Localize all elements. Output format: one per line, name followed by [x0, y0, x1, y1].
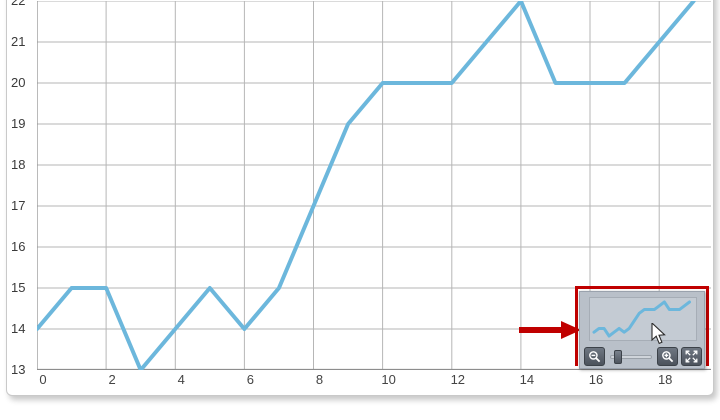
axis-lines [37, 1, 711, 370]
x-axis-tick-label: 10 [381, 372, 396, 387]
y-axis-tick-label: 16 [11, 239, 26, 254]
y-axis-tick-labels: 22 21 20 19 18 17 16 15 14 13 [7, 0, 37, 387]
chart-card: 22 21 20 19 18 17 16 15 14 13 0 2 4 6 8 10 12 14 16 18 [6, 0, 714, 396]
y-axis-tick-label: 13 [11, 362, 26, 377]
grid-lines [37, 1, 711, 370]
y-axis-tick-label: 19 [11, 116, 26, 131]
y-axis-tick-label: 21 [11, 34, 26, 49]
x-axis-tick-label: 0 [39, 372, 47, 387]
y-axis-tick-label: 22 [11, 0, 26, 8]
y-axis-tick-label: 15 [11, 280, 26, 295]
y-axis-tick-label: 20 [11, 75, 26, 90]
x-axis-tick-label: 6 [246, 372, 255, 387]
x-axis-tick-label: 12 [450, 372, 466, 387]
chart-svg [37, 1, 711, 370]
x-axis-tick-label: 4 [177, 372, 185, 387]
x-axis-tick-label: 16 [588, 372, 604, 387]
annotation-arrow [519, 321, 581, 339]
y-axis-tick-label: 18 [11, 157, 26, 172]
x-axis-tick-label: 2 [108, 372, 116, 387]
thumbnail-svg [592, 300, 691, 338]
x-axis-tick-labels: 0 2 4 6 8 10 12 14 16 18 [7, 373, 720, 393]
fit-to-screen-button[interactable] [681, 346, 702, 366]
chart-navigator-panel[interactable] [579, 291, 705, 369]
zoom-in-button[interactable] [657, 346, 678, 366]
y-axis-tick-label: 14 [11, 321, 26, 336]
navigator-controls [584, 345, 702, 367]
chart-plot-area[interactable] [37, 1, 711, 370]
x-axis-tick-label: 18 [657, 372, 673, 387]
magnifier-minus-icon [589, 350, 601, 362]
zoom-slider-track[interactable] [610, 354, 652, 359]
x-axis-tick-label: 14 [519, 372, 535, 387]
chart-navigator-thumbnail[interactable] [589, 297, 697, 341]
magnifier-plus-icon [662, 350, 674, 362]
zoom-slider-thumb[interactable] [614, 349, 622, 364]
x-axis-tick-label: 8 [315, 372, 324, 387]
y-axis-tick-label: 17 [11, 198, 26, 213]
thumbnail-series-line [592, 300, 691, 338]
zoom-out-button[interactable] [584, 346, 605, 366]
data-series-line[interactable] [37, 1, 696, 370]
fullscreen-expand-icon [685, 350, 698, 362]
zoom-level-slider[interactable] [610, 347, 652, 366]
